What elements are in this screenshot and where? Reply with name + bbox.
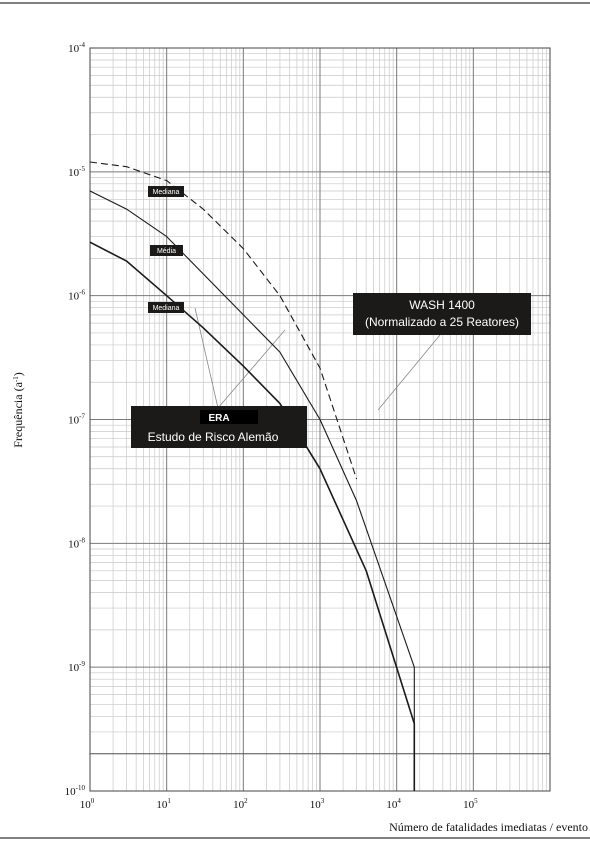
y-tick-label: 10-4 [68,41,85,55]
x-tick-label: 101 [156,797,171,811]
y-tick-label: 10-8 [68,536,85,550]
x-tick-label: 103 [310,797,325,811]
wash-1400-dashed-curve [89,161,358,480]
y-tick-labels: 10-4 10-5 10-6 10-7 10-8 10-9 10-10 [65,41,86,798]
era-median-curve [89,241,416,791]
era-mean-curve [89,190,415,791]
median-upper-label: Mediana [148,186,184,197]
x-tick-labels: 100 101 102 103 104 105 [80,797,478,811]
y-axis-title-exp: -1 [12,376,20,382]
x-tick-label: 100 [80,797,95,811]
series-lines [89,161,416,791]
x-tick-label: 105 [463,797,478,811]
median-lower-text: Mediana [153,305,180,312]
y-tick-label: 10-9 [68,660,85,674]
y-tick-label: 10-6 [68,289,85,303]
mean-label: Média [150,245,183,256]
era-leader-2 [217,329,286,409]
era-subtitle: Estudo de Risco Alemão [148,430,279,444]
wash-annotation-box: WASH 1400 (Normalizado a 25 Reatores) [353,293,531,335]
y-axis-title-base: Frequência (a [11,381,25,447]
y-tick-label: 10-5 [68,165,85,179]
median-lower-label: Mediana [148,302,184,313]
y-axis-title-close: ) [11,372,25,376]
x-tick-label: 104 [386,797,401,811]
y-axis-title: Frequência (a-1) [11,372,25,447]
wash-subtitle: (Normalizado a 25 Reatores) [365,315,519,329]
x-axis-title: Número de fatalidades imediatas / evento [389,820,588,834]
plot-frame [89,47,551,792]
wash-leader [377,334,441,411]
median-upper-text: Mediana [153,189,180,196]
era-annotation-box: ERA Estudo de Risco Alemão [131,406,307,448]
wash-title: WASH 1400 [409,298,475,312]
y-tick-label: 10-10 [65,784,86,798]
era-title: ERA [208,413,229,424]
mean-text: Média [157,248,176,255]
x-tick-label: 102 [233,797,248,811]
y-tick-label: 10-7 [68,413,85,427]
